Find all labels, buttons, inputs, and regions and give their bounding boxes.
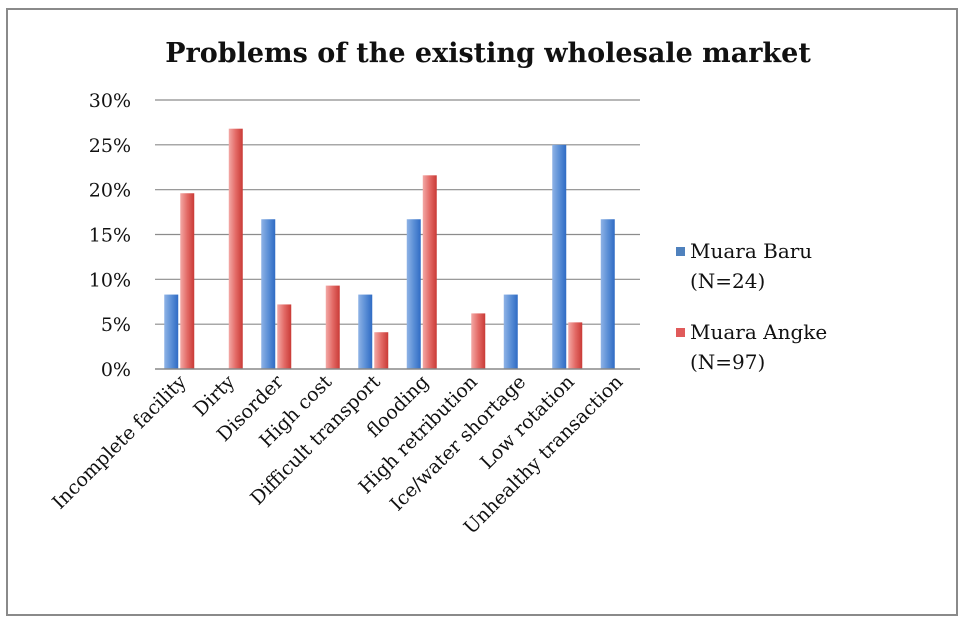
x-tick-label: Incomplete facility [48, 371, 191, 514]
legend: Muara Baru (N=24) Muara Angke (N=97) [676, 239, 827, 374]
y-tick-label: 10% [89, 269, 131, 291]
y-tick-label: 15% [89, 225, 131, 247]
bar-muara-baru [164, 294, 179, 369]
bar-muara-angke [180, 193, 195, 369]
bar-muara-baru [406, 219, 421, 369]
bars [164, 128, 615, 369]
y-tick-label: 20% [89, 180, 131, 202]
chart-title: Problems of the existing wholesale marke… [165, 38, 811, 69]
bar-muara-angke [277, 304, 292, 369]
bar-muara-angke [471, 313, 486, 369]
y-tick-label: 30% [89, 90, 131, 112]
y-tick-label: 25% [89, 135, 131, 157]
bar-muara-angke [568, 322, 583, 369]
bar-muara-baru [600, 219, 615, 369]
y-axis-ticks: 0% 5% 10% 15% 20% 25% 30% [89, 90, 131, 381]
legend-sublabel-muara-angke: (N=97) [690, 350, 765, 374]
legend-sublabel-muara-baru: (N=24) [690, 269, 765, 293]
y-tick-label: 0% [101, 359, 131, 381]
bar-muara-angke [422, 175, 437, 369]
bar-muara-baru [503, 294, 518, 369]
bar-muara-baru [261, 219, 276, 369]
bar-muara-angke [374, 332, 389, 369]
bar-muara-baru [358, 294, 373, 369]
gridlines [155, 99, 640, 325]
bar-muara-angke [228, 128, 243, 369]
legend-swatch-muara-angke [676, 328, 685, 337]
y-tick-label: 5% [101, 314, 131, 336]
legend-label-muara-angke: Muara Angke [690, 320, 827, 344]
legend-swatch-muara-baru [676, 247, 685, 256]
bar-muara-baru [552, 144, 567, 369]
bar-muara-angke [325, 285, 340, 369]
legend-label-muara-baru: Muara Baru [690, 239, 812, 263]
